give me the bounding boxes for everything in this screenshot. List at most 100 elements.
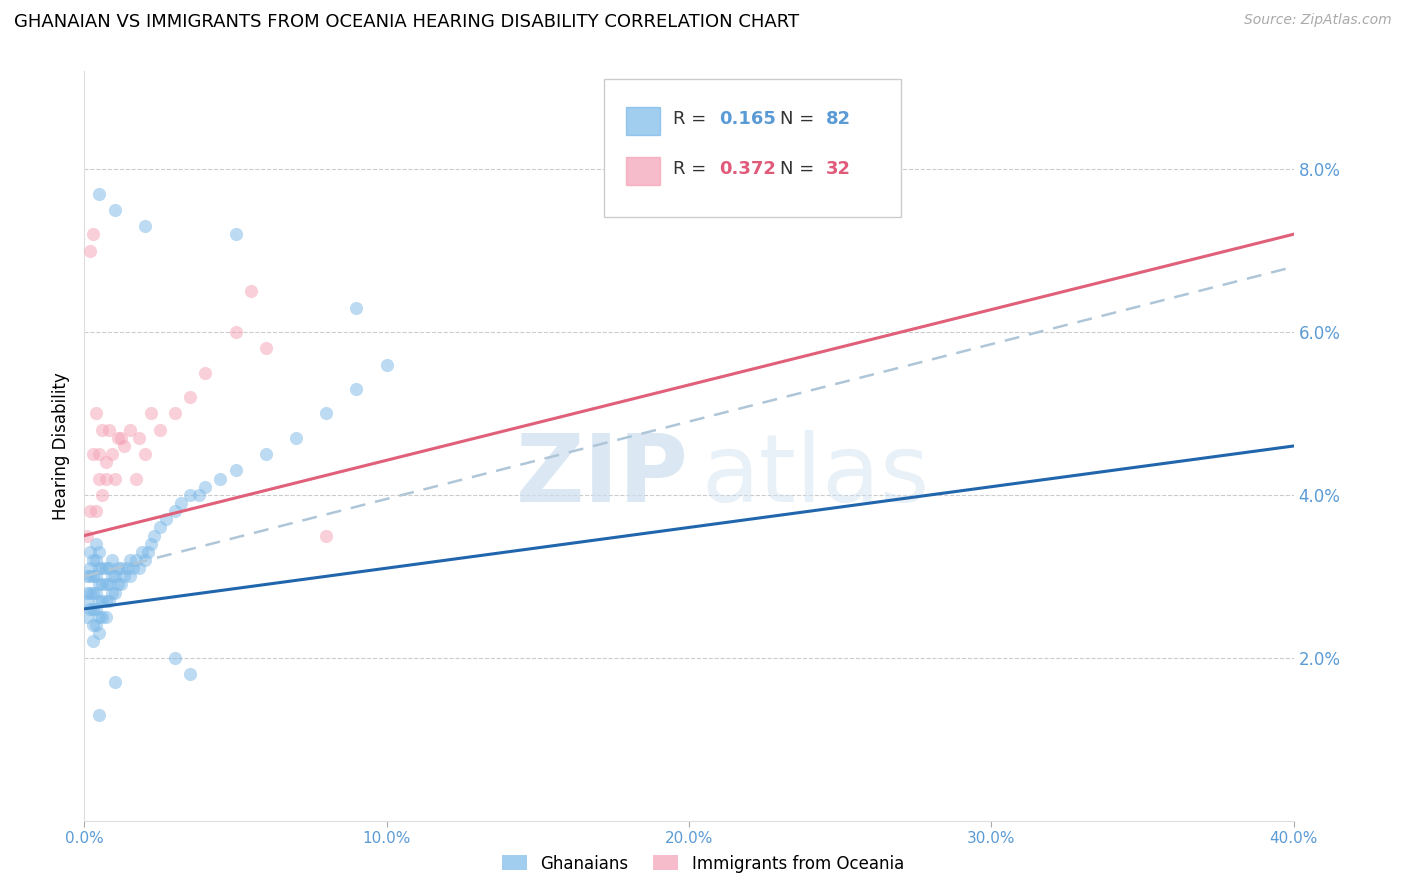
Point <box>104 202 127 217</box>
Point <box>94 577 117 591</box>
Point <box>165 650 187 665</box>
Point <box>100 553 122 567</box>
Point <box>86 553 108 567</box>
Point <box>239 285 262 299</box>
Point <box>76 593 98 607</box>
Point <box>139 406 162 420</box>
Point <box>86 585 108 599</box>
Point <box>79 602 101 616</box>
Point <box>82 227 104 242</box>
Point <box>79 569 101 583</box>
Point <box>107 577 129 591</box>
Point <box>89 545 111 559</box>
Text: atlas: atlas <box>702 430 929 522</box>
Point <box>86 537 108 551</box>
Point <box>89 447 111 461</box>
Point <box>79 561 101 575</box>
Y-axis label: Hearing Disability: Hearing Disability <box>52 372 70 520</box>
Point <box>82 618 104 632</box>
Point <box>155 512 177 526</box>
Point <box>94 561 117 575</box>
Point <box>97 577 120 591</box>
Point <box>110 577 132 591</box>
Point <box>346 382 368 396</box>
Point <box>134 219 156 233</box>
Text: GHANAIAN VS IMMIGRANTS FROM OCEANIA HEARING DISABILITY CORRELATION CHART: GHANAIAN VS IMMIGRANTS FROM OCEANIA HEAR… <box>14 13 799 31</box>
Point <box>89 610 111 624</box>
Point <box>149 520 172 534</box>
Point <box>76 610 98 624</box>
Point <box>110 431 132 445</box>
Point <box>86 602 108 616</box>
Point <box>128 561 150 575</box>
Point <box>225 325 247 339</box>
Point <box>139 537 162 551</box>
Point <box>89 707 111 722</box>
Text: 32: 32 <box>825 160 851 178</box>
Point <box>86 618 108 632</box>
Point <box>118 553 141 567</box>
Point <box>97 593 120 607</box>
Point <box>86 569 108 583</box>
Point <box>118 423 141 437</box>
Text: N =: N = <box>780 160 820 178</box>
Point <box>136 545 159 559</box>
Point <box>165 504 187 518</box>
Point <box>89 593 111 607</box>
Point <box>134 553 156 567</box>
Point <box>79 244 101 258</box>
Point <box>94 472 117 486</box>
Point <box>79 545 101 559</box>
Point <box>165 406 187 420</box>
Text: R =: R = <box>673 160 713 178</box>
Point <box>107 561 129 575</box>
Point <box>76 585 98 599</box>
Point <box>125 553 148 567</box>
Point <box>86 406 108 420</box>
Point <box>104 675 127 690</box>
Point <box>100 585 122 599</box>
Point <box>225 227 247 242</box>
Point <box>91 610 114 624</box>
Point <box>209 472 232 486</box>
Point <box>91 561 114 575</box>
Text: ZIP: ZIP <box>516 430 689 522</box>
Legend: Ghanaians, Immigrants from Oceania: Ghanaians, Immigrants from Oceania <box>495 848 911 880</box>
Text: 0.165: 0.165 <box>720 110 776 128</box>
Point <box>107 431 129 445</box>
Point <box>254 341 277 355</box>
Point <box>121 561 143 575</box>
Bar <box>626 157 659 186</box>
Bar <box>626 106 659 135</box>
Point <box>94 593 117 607</box>
Point <box>118 569 141 583</box>
Point <box>188 488 211 502</box>
Point <box>97 423 120 437</box>
Text: N =: N = <box>780 110 820 128</box>
Point <box>194 480 217 494</box>
Point <box>254 447 277 461</box>
Point <box>82 553 104 567</box>
Point <box>225 463 247 477</box>
Point <box>142 528 165 542</box>
Point <box>82 447 104 461</box>
Point <box>179 667 201 681</box>
Point <box>375 358 398 372</box>
Point <box>91 423 114 437</box>
Point <box>91 577 114 591</box>
Point <box>89 472 111 486</box>
Text: Source: ZipAtlas.com: Source: ZipAtlas.com <box>1244 13 1392 28</box>
Point <box>89 577 111 591</box>
Point <box>76 569 98 583</box>
Point <box>112 569 135 583</box>
Point <box>100 447 122 461</box>
Point <box>315 528 337 542</box>
FancyBboxPatch shape <box>605 78 901 218</box>
Point <box>346 301 368 315</box>
Point <box>89 561 111 575</box>
Point <box>100 569 122 583</box>
Point <box>131 545 153 559</box>
Point <box>91 488 114 502</box>
Point <box>82 634 104 648</box>
Point <box>104 569 127 583</box>
